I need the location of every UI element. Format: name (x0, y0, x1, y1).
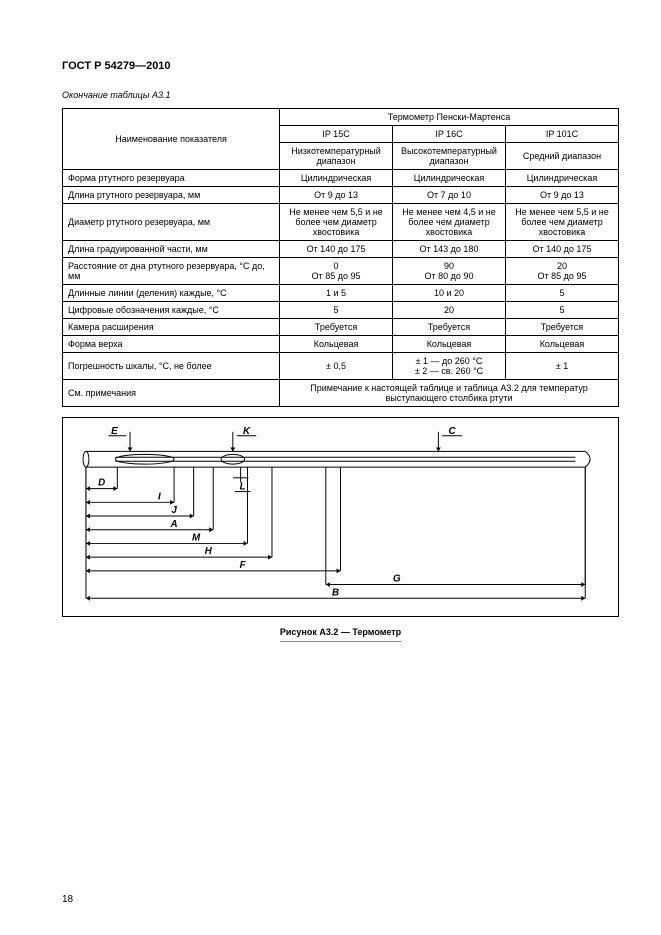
value-cell: Кольцевая (393, 336, 506, 353)
value-cell: 1 и 5 (280, 285, 393, 302)
value-cell: Требуется (393, 319, 506, 336)
param-cell: Цифровые обозначения каждые, °С (63, 302, 280, 319)
table-row: Расстояние от дна ртутного резервуара, °… (63, 258, 619, 285)
param-cell: Длинные линии (деления) каждые, °С (63, 285, 280, 302)
header-col: IP 15C (280, 126, 393, 143)
value-cell: От 9 до 13 (505, 187, 618, 204)
svg-text:C: C (449, 426, 457, 437)
svg-text:D: D (98, 478, 105, 489)
svg-text:E: E (111, 426, 118, 437)
svg-text:G: G (393, 574, 401, 585)
header-col: IP 16C (393, 126, 506, 143)
svg-text:I: I (158, 491, 161, 502)
table-row: Диаметр ртутного резервуара, ммНе менее … (63, 204, 619, 241)
param-cell: Длина ртутного резервуара, мм (63, 187, 280, 204)
svg-text:H: H (205, 546, 213, 557)
page-number: 18 (62, 894, 73, 905)
value-cell: От 7 до 10 (393, 187, 506, 204)
value-cell: 0От 85 до 95 (280, 258, 393, 285)
header-subcol: Низкотемпературный диапазон (280, 143, 393, 170)
header-param: Наименование показателя (63, 109, 280, 170)
header-group: Термометр Пенски-Мартенса (280, 109, 619, 126)
param-cell: Диаметр ртутного резервуара, мм (63, 204, 280, 241)
value-cell: Цилиндрическая (280, 170, 393, 187)
value-cell: Не менее чем 5,5 и не более чем диа­метр… (280, 204, 393, 241)
param-cell: Камера расширения (63, 319, 280, 336)
table-caption: Окончание таблицы А3.1 (62, 90, 619, 100)
value-cell: 5 (280, 302, 393, 319)
svg-text:L: L (240, 482, 246, 493)
svg-text:J: J (171, 505, 177, 516)
thermometer-diagram: E K C L D IJA MH F G B (62, 417, 619, 617)
param-cell: Форма ртутного резервуара (63, 170, 280, 187)
value-cell: 5 (505, 302, 618, 319)
table-row: Форма ртутного резервуараЦилиндрическаяЦ… (63, 170, 619, 187)
svg-text:M: M (192, 532, 201, 543)
table-row: Длина ртутного резервуара, ммОт 9 до 13О… (63, 187, 619, 204)
value-cell: Не менее чем 5,5 и не более чем диа­метр… (505, 204, 618, 241)
value-cell: 20От 85 до 95 (505, 258, 618, 285)
table-row: Цифровые обозначения каждые, °С5205 (63, 302, 619, 319)
footer-label: См. примечания (63, 380, 280, 407)
value-cell: 90От 80 до 90 (393, 258, 506, 285)
svg-text:B: B (332, 587, 339, 598)
value-cell: От 9 до 13 (280, 187, 393, 204)
header-subcol: Средний диапазон (505, 143, 618, 170)
table-row: Форма верхаКольцеваяКольцеваяКольцевая (63, 336, 619, 353)
value-cell: Не менее чем 4,5 и не более чем диа­метр… (393, 204, 506, 241)
value-cell: Кольцевая (505, 336, 618, 353)
value-cell: 10 и 20 (393, 285, 506, 302)
table-row: Длинные линии (деления) каждые, °С1 и 51… (63, 285, 619, 302)
table-row: Погрешность шкалы, °С, не более± 0,5± 1 … (63, 353, 619, 380)
svg-text:K: K (243, 426, 251, 437)
param-cell: Форма верха (63, 336, 280, 353)
value-cell: От 140 до 175 (280, 241, 393, 258)
value-cell: ± 0,5 (280, 353, 393, 380)
table-row: Камера расширенияТребуетсяТребуетсяТребу… (63, 319, 619, 336)
svg-text:A: A (170, 519, 178, 530)
param-cell: Погрешность шкалы, °С, не более (63, 353, 280, 380)
spec-table: Наименование показателя Термометр Пенски… (62, 108, 619, 407)
figure-caption: Рисунок А3.2 — Термометр (280, 627, 401, 641)
value-cell: От 143 до 180 (393, 241, 506, 258)
value-cell: Цилиндрическая (393, 170, 506, 187)
document-title: ГОСТ Р 54279—2010 (62, 60, 619, 72)
value-cell: 5 (505, 285, 618, 302)
param-cell: Расстояние от дна ртутного резервуара, °… (63, 258, 280, 285)
value-cell: От 140 до 175 (505, 241, 618, 258)
value-cell: 20 (393, 302, 506, 319)
value-cell: Требуется (505, 319, 618, 336)
header-col: IP 101C (505, 126, 618, 143)
value-cell: ± 1 — до 260 °С± 2 — св. 260 °С (393, 353, 506, 380)
value-cell: Требуется (280, 319, 393, 336)
value-cell: ± 1 (505, 353, 618, 380)
param-cell: Длина градуированной части, мм (63, 241, 280, 258)
header-subcol: Высокотемпературный диапазон (393, 143, 506, 170)
svg-text:F: F (240, 560, 247, 571)
value-cell: Кольцевая (280, 336, 393, 353)
table-row: Длина градуированной части, ммОт 140 до … (63, 241, 619, 258)
footer-note: Примечание к настоящей таблице и таблица… (280, 380, 619, 407)
value-cell: Цилиндрическая (505, 170, 618, 187)
